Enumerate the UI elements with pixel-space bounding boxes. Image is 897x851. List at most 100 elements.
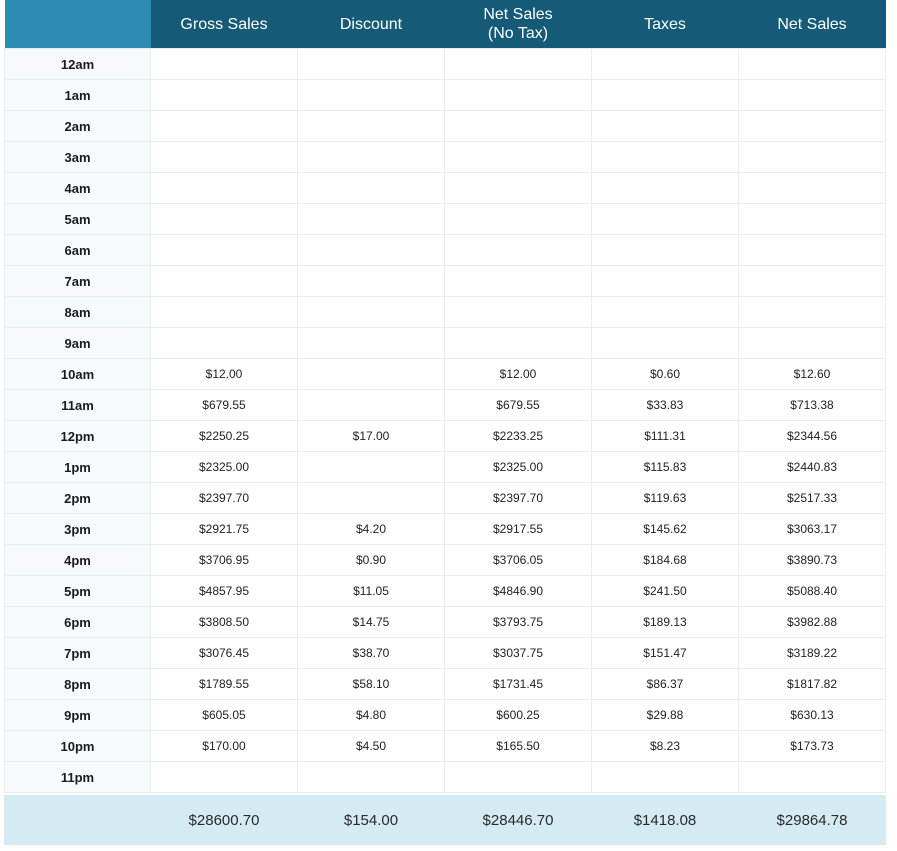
taxes-cell: $115.83 bbox=[591, 451, 739, 483]
net-sales-cell bbox=[738, 110, 886, 142]
table-row: 2am bbox=[4, 110, 886, 142]
hour-cell: 7am bbox=[4, 265, 151, 297]
net-sales-no-tax-cell bbox=[444, 327, 592, 359]
table-row: 11am $679.55 $679.55 $33.83 $713.38 bbox=[4, 389, 886, 421]
taxes-cell: $86.37 bbox=[591, 668, 739, 700]
taxes-cell bbox=[591, 172, 739, 204]
net-sales-no-tax-cell bbox=[444, 141, 592, 173]
net-sales-cell bbox=[738, 48, 886, 80]
discount-cell: $0.90 bbox=[297, 544, 445, 576]
hour-cell: 12am bbox=[4, 48, 151, 80]
gross-sales-cell: $605.05 bbox=[150, 699, 298, 731]
discount-cell bbox=[297, 172, 445, 204]
total-discount: $154.00 bbox=[297, 795, 445, 845]
net-sales-no-tax-cell: $2233.25 bbox=[444, 420, 592, 452]
net-sales-cell: $3890.73 bbox=[738, 544, 886, 576]
hour-cell: 4am bbox=[4, 172, 151, 204]
net-sales-no-tax-cell bbox=[444, 265, 592, 297]
taxes-cell bbox=[591, 203, 739, 235]
net-sales-cell bbox=[738, 79, 886, 111]
net-sales-no-tax-cell: $3793.75 bbox=[444, 606, 592, 638]
taxes-cell: $8.23 bbox=[591, 730, 739, 762]
discount-cell bbox=[297, 327, 445, 359]
hour-cell: 5pm bbox=[4, 575, 151, 607]
hour-cell: 5am bbox=[4, 203, 151, 235]
header-hour bbox=[4, 0, 151, 49]
net-sales-no-tax-cell bbox=[444, 296, 592, 328]
total-net-sales-no-tax: $28446.70 bbox=[444, 795, 592, 845]
net-sales-no-tax-cell bbox=[444, 172, 592, 204]
hour-cell: 11am bbox=[4, 389, 151, 421]
net-sales-cell: $3189.22 bbox=[738, 637, 886, 669]
hour-cell: 8am bbox=[4, 296, 151, 328]
net-sales-no-tax-cell: $600.25 bbox=[444, 699, 592, 731]
net-sales-no-tax-cell: $3706.05 bbox=[444, 544, 592, 576]
taxes-cell: $151.47 bbox=[591, 637, 739, 669]
taxes-cell: $111.31 bbox=[591, 420, 739, 452]
net-sales-no-tax-cell bbox=[444, 234, 592, 266]
table-row: 6am bbox=[4, 234, 886, 266]
gross-sales-cell bbox=[150, 48, 298, 80]
table-row: 9pm $605.05 $4.80 $600.25 $29.88 $630.13 bbox=[4, 699, 886, 731]
hour-cell: 9am bbox=[4, 327, 151, 359]
hour-cell: 3pm bbox=[4, 513, 151, 545]
discount-cell: $14.75 bbox=[297, 606, 445, 638]
taxes-cell bbox=[591, 110, 739, 142]
net-sales-cell: $1817.82 bbox=[738, 668, 886, 700]
net-sales-no-tax-cell: $1731.45 bbox=[444, 668, 592, 700]
net-sales-cell bbox=[738, 234, 886, 266]
net-sales-no-tax-cell: $4846.90 bbox=[444, 575, 592, 607]
table-row: 11pm bbox=[4, 761, 886, 793]
taxes-cell bbox=[591, 48, 739, 80]
gross-sales-cell: $3706.95 bbox=[150, 544, 298, 576]
net-sales-cell: $3982.88 bbox=[738, 606, 886, 638]
total-net-sales: $29864.78 bbox=[738, 795, 886, 845]
hour-cell: 9pm bbox=[4, 699, 151, 731]
discount-cell bbox=[297, 141, 445, 173]
net-sales-cell bbox=[738, 327, 886, 359]
discount-cell bbox=[297, 451, 445, 483]
table-row: 4am bbox=[4, 172, 886, 204]
net-sales-cell bbox=[738, 761, 886, 793]
taxes-cell bbox=[591, 234, 739, 266]
gross-sales-cell: $679.55 bbox=[150, 389, 298, 421]
net-sales-cell: $713.38 bbox=[738, 389, 886, 421]
header-taxes: Taxes bbox=[591, 0, 739, 49]
header-discount: Discount bbox=[297, 0, 445, 49]
taxes-cell: $184.68 bbox=[591, 544, 739, 576]
gross-sales-cell bbox=[150, 265, 298, 297]
hour-cell: 12pm bbox=[4, 420, 151, 452]
net-sales-no-tax-cell bbox=[444, 110, 592, 142]
total-taxes: $1418.08 bbox=[591, 795, 739, 845]
table-row: 1pm $2325.00 $2325.00 $115.83 $2440.83 bbox=[4, 451, 886, 483]
gross-sales-cell bbox=[150, 141, 298, 173]
hour-cell: 7pm bbox=[4, 637, 151, 669]
discount-cell bbox=[297, 296, 445, 328]
table-row: 7pm $3076.45 $38.70 $3037.75 $151.47 $3189.22 bbox=[4, 637, 886, 669]
net-sales-no-tax-cell bbox=[444, 203, 592, 235]
gross-sales-cell: $12.00 bbox=[150, 358, 298, 390]
table-row: 7am bbox=[4, 265, 886, 297]
gross-sales-cell: $2325.00 bbox=[150, 451, 298, 483]
net-sales-cell bbox=[738, 172, 886, 204]
net-sales-cell: $12.60 bbox=[738, 358, 886, 390]
hour-cell: 10am bbox=[4, 358, 151, 390]
hour-cell: 6am bbox=[4, 234, 151, 266]
net-sales-no-tax-cell: $679.55 bbox=[444, 389, 592, 421]
taxes-cell: $189.13 bbox=[591, 606, 739, 638]
taxes-cell: $0.60 bbox=[591, 358, 739, 390]
table-row: 1am bbox=[4, 79, 886, 111]
header-net-sales-no-tax-label: Net Sales (No Tax) bbox=[483, 6, 553, 42]
hour-cell: 4pm bbox=[4, 544, 151, 576]
hour-cell: 1pm bbox=[4, 451, 151, 483]
net-sales-cell bbox=[738, 265, 886, 297]
taxes-cell bbox=[591, 141, 739, 173]
total-gross-sales: $28600.70 bbox=[150, 795, 298, 845]
taxes-cell: $119.63 bbox=[591, 482, 739, 514]
net-sales-cell: $173.73 bbox=[738, 730, 886, 762]
gross-sales-cell: $170.00 bbox=[150, 730, 298, 762]
discount-cell bbox=[297, 482, 445, 514]
discount-cell: $4.80 bbox=[297, 699, 445, 731]
discount-cell: $4.50 bbox=[297, 730, 445, 762]
hour-cell: 2am bbox=[4, 110, 151, 142]
